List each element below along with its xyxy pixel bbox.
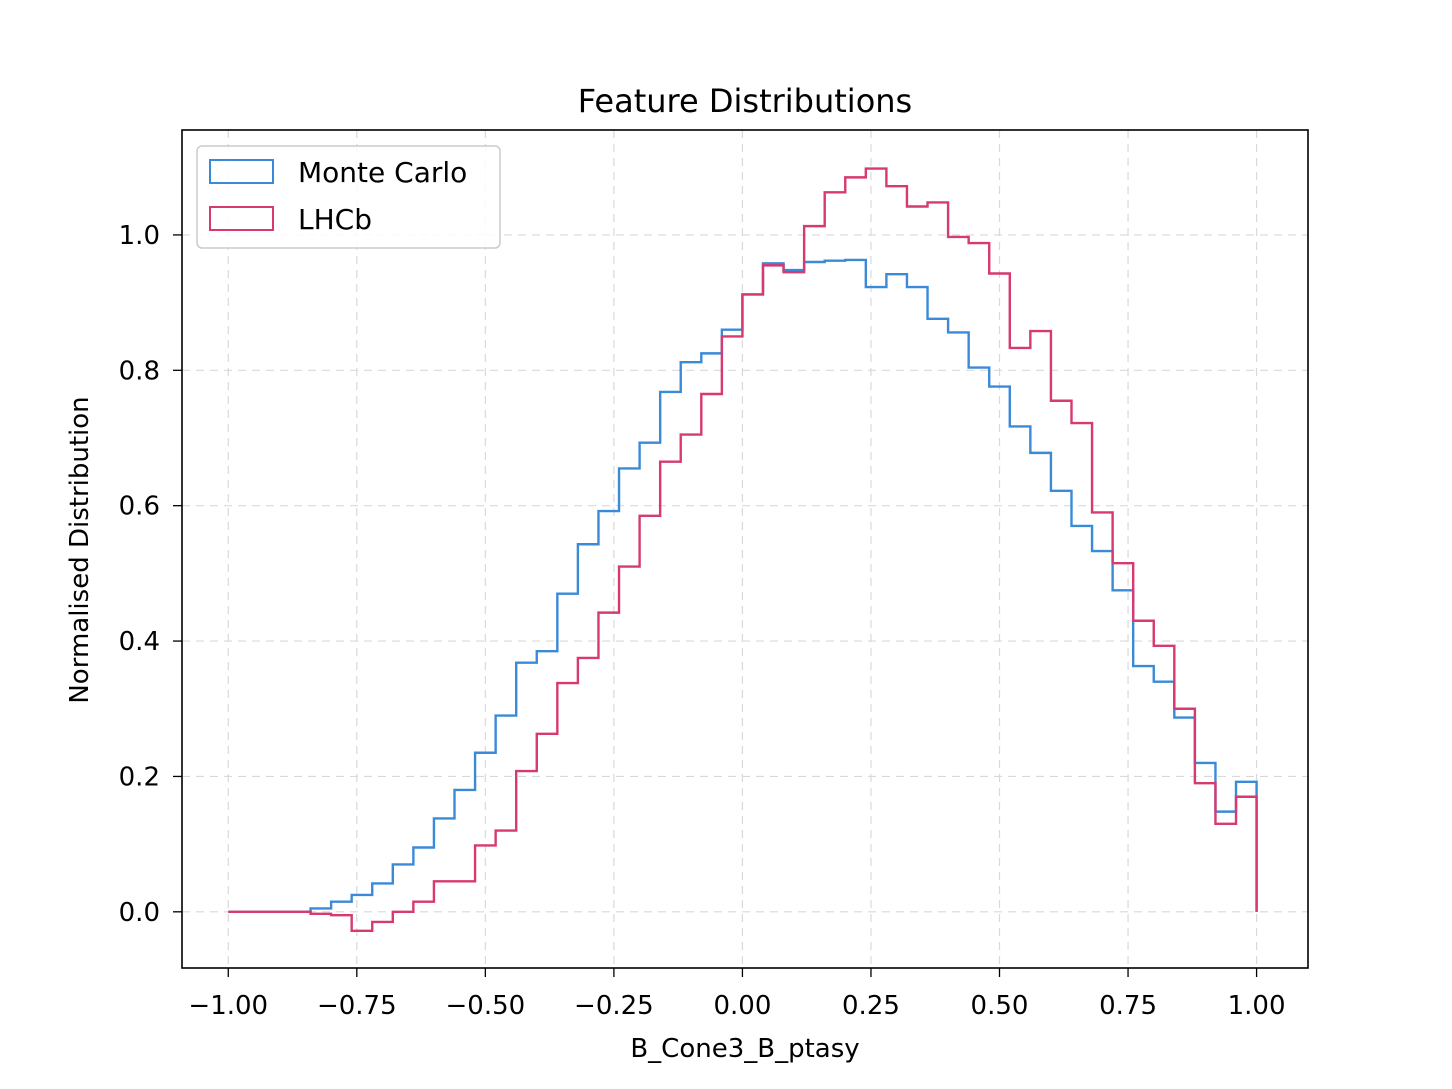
y-axis-ticks: 0.0 0.2 0.4 0.6 0.8 1.0: [119, 221, 182, 928]
legend: Monte Carlo LHCb: [196, 145, 501, 249]
y-tick-label: 0.6: [119, 492, 160, 522]
x-tick-label: −0.25: [574, 991, 654, 1021]
x-tick-label: −1.00: [188, 991, 268, 1021]
x-tick-label: 0.50: [971, 991, 1029, 1021]
x-tick-label: 1.00: [1228, 991, 1286, 1021]
x-tick-label: −0.75: [317, 991, 397, 1021]
x-axis-ticks: −1.00 −0.75 −0.50 −0.25 0.00 0.25 0.50 0.75 1.00: [188, 968, 1286, 1021]
gridlines: [182, 130, 1308, 968]
x-tick-label: 0.00: [713, 991, 771, 1021]
plot-frame: [181, 129, 1309, 969]
x-tick-label: −0.50: [446, 991, 526, 1021]
y-tick-label: 0.4: [119, 627, 160, 657]
y-axis-label: Normalised Distribution: [65, 396, 95, 703]
legend-label-monte-carlo: Monte Carlo: [298, 156, 467, 189]
series-step-lhcb: [228, 167, 1258, 932]
legend-label-lhcb: LHCb: [298, 203, 372, 236]
y-tick-label: 0.8: [119, 356, 160, 386]
chart-title: Feature Distributions: [578, 82, 912, 120]
x-tick-label: 0.75: [1099, 991, 1157, 1021]
x-axis-label: B_Cone3_B_ptasy: [630, 1034, 859, 1064]
legend-swatch-lhcb: [209, 206, 274, 231]
series-layer: [228, 167, 1258, 932]
y-tick-label: 1.0: [119, 221, 160, 251]
x-tick-label: 0.25: [842, 991, 900, 1021]
y-tick-label: 0.0: [119, 898, 160, 928]
legend-swatch-monte-carlo: [209, 159, 274, 184]
y-tick-label: 0.2: [119, 762, 160, 792]
